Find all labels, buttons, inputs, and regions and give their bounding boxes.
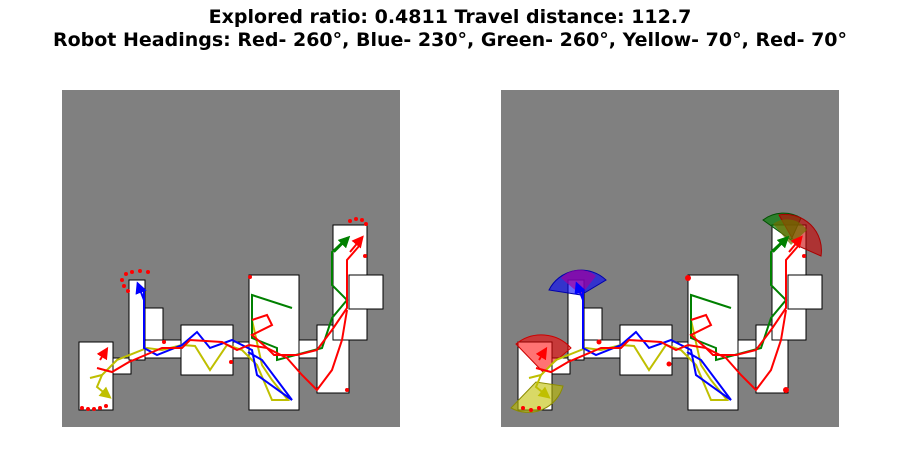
left-map-panel <box>62 90 400 427</box>
figure-title-metrics: Explored ratio: 0.4811 Travel distance: … <box>208 6 692 28</box>
frontier-points <box>80 217 368 411</box>
trajectories <box>528 235 803 401</box>
figure-title-headings: Robot Headings: Red- 260°, Blue- 230°, G… <box>52 29 848 51</box>
left-map-svg <box>62 90 400 427</box>
right-map-svg <box>501 90 839 427</box>
trajectories <box>89 235 364 401</box>
olive-fov-overlap <box>773 219 807 245</box>
frontier-points <box>521 254 806 412</box>
right-map-panel <box>501 90 839 427</box>
